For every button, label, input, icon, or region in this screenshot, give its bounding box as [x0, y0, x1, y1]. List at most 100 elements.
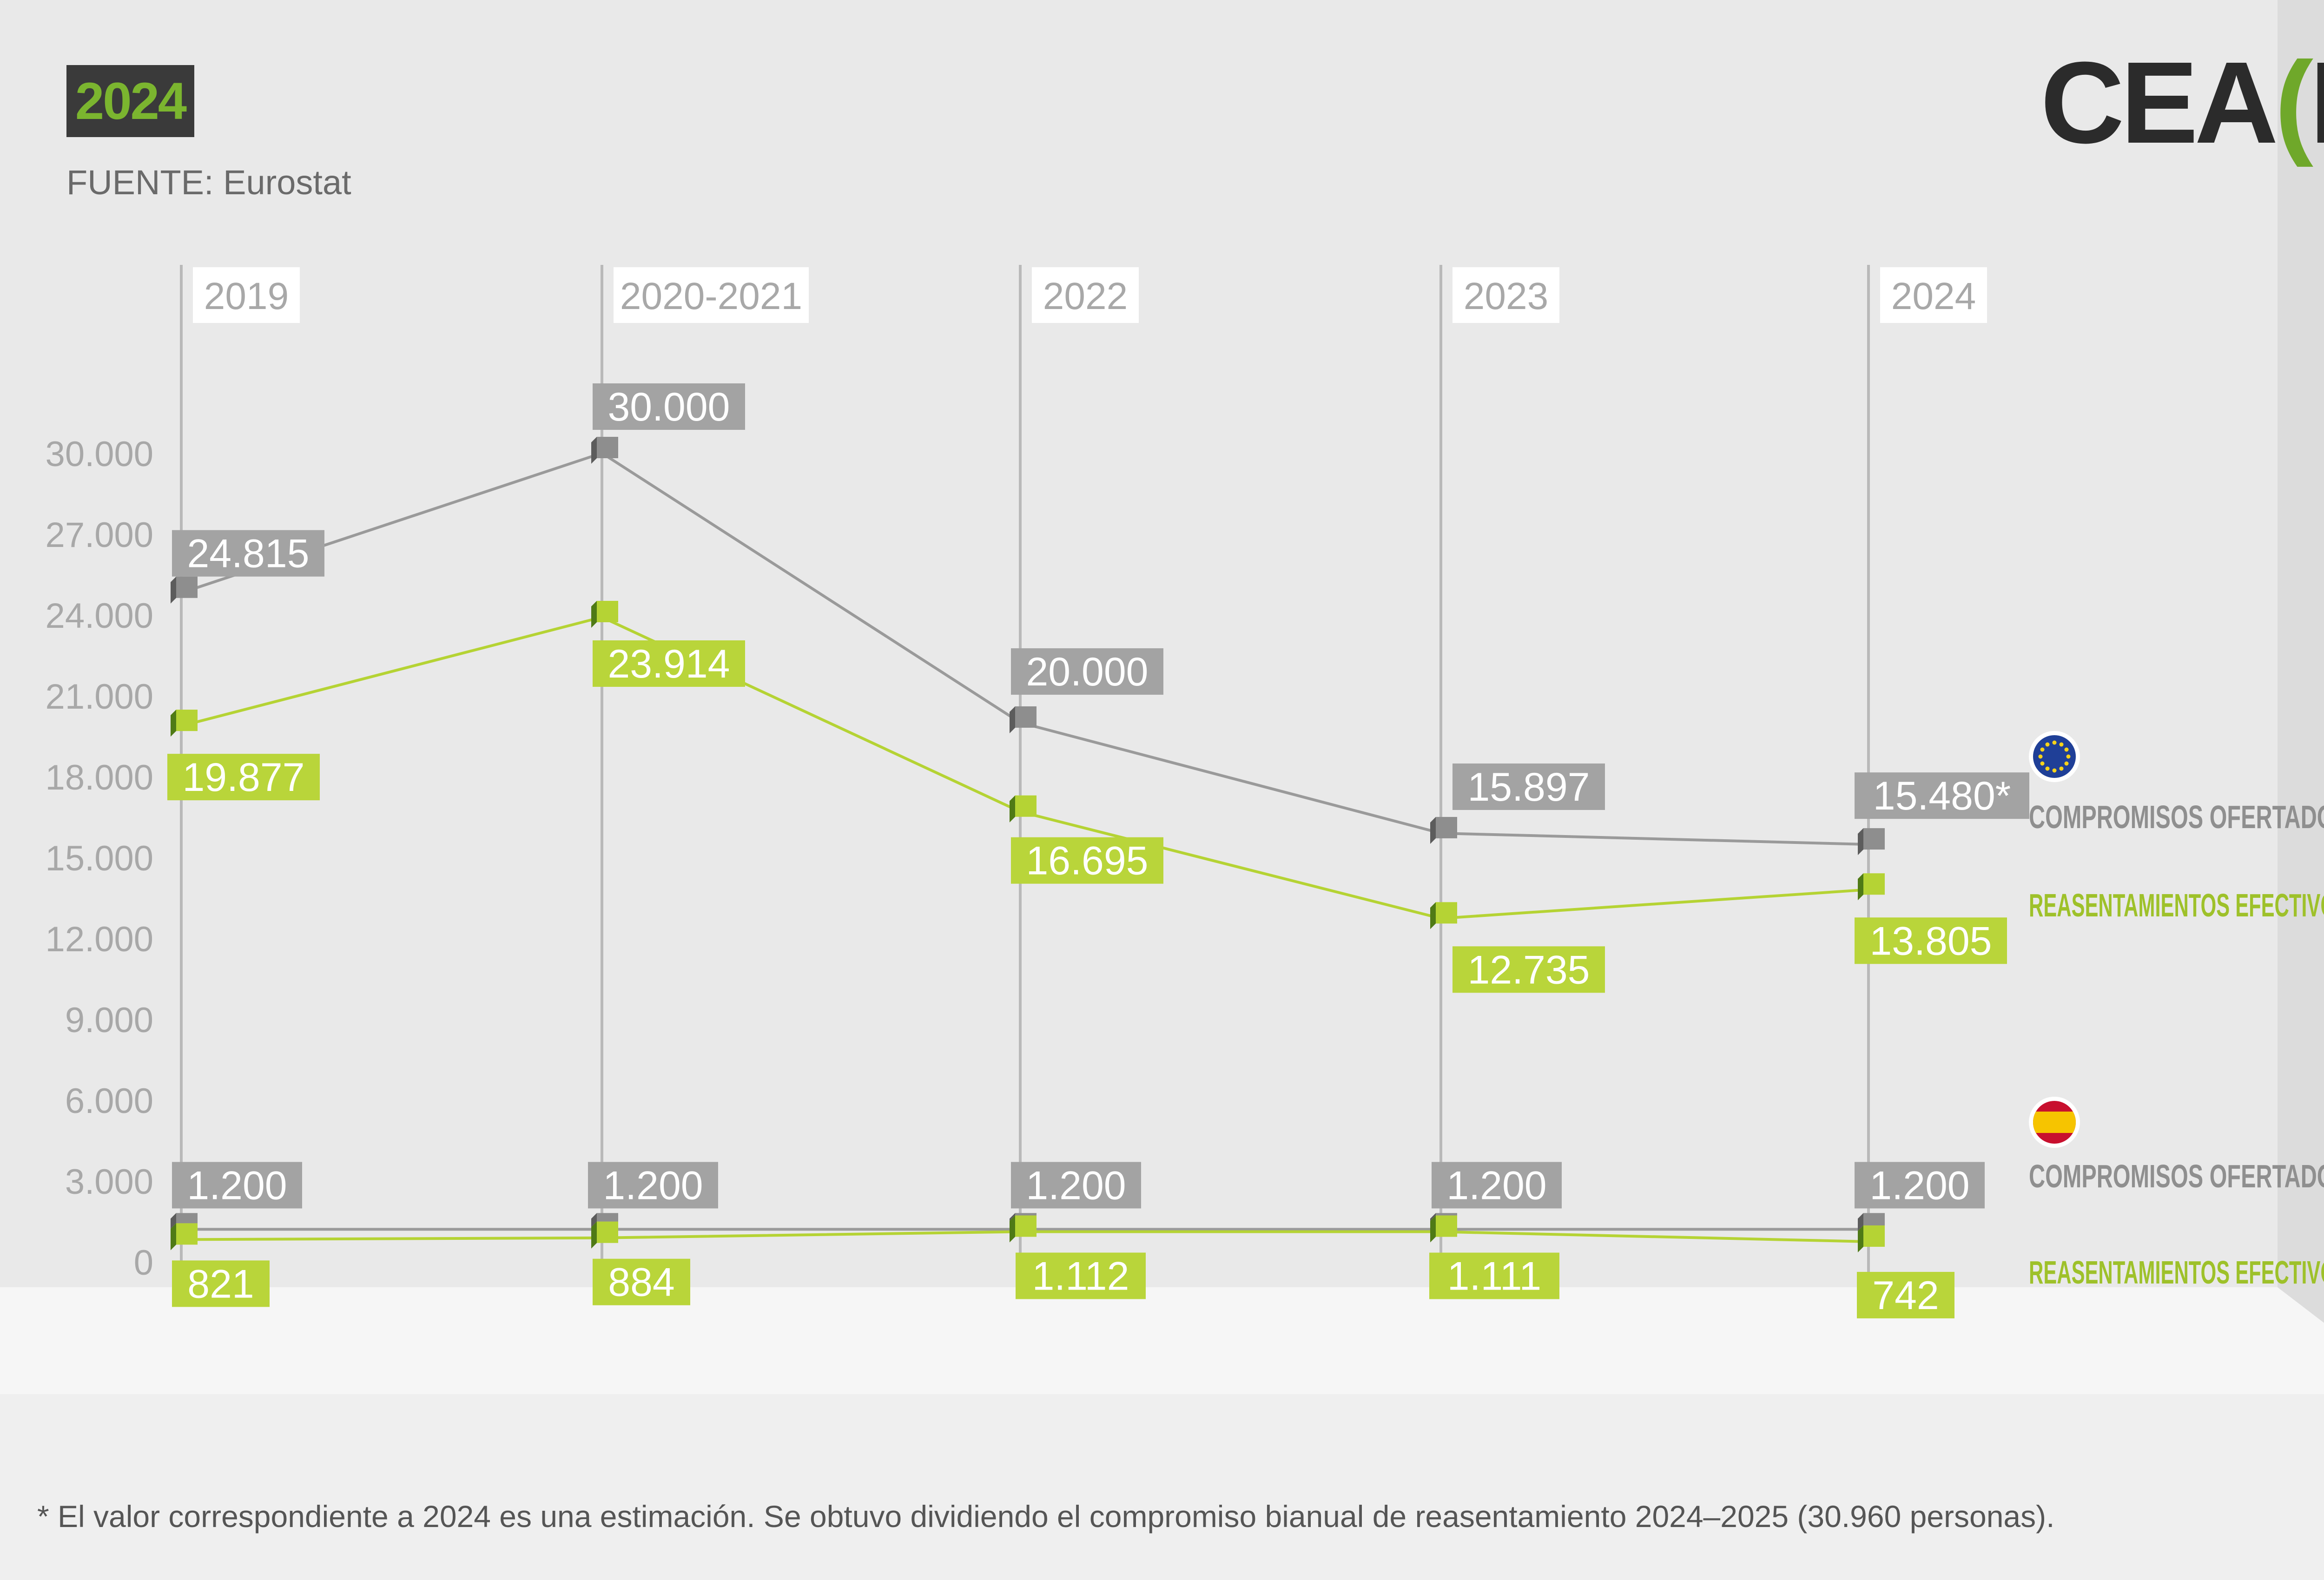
y-tick-label: 12.000	[46, 920, 153, 959]
marker-front	[1436, 1215, 1457, 1237]
y-tick-label: 9.000	[65, 1001, 153, 1040]
marker-side	[1858, 1225, 1863, 1252]
y-tick-label: 21.000	[46, 677, 153, 717]
y-tick-label: 27.000	[46, 515, 153, 555]
category-label: 2022	[1043, 275, 1128, 317]
marker-side	[1010, 706, 1015, 733]
value-label-box	[1011, 1162, 1141, 1209]
source-label: FUENTE: Eurostat	[66, 163, 351, 202]
value-label-box	[1855, 772, 2029, 819]
y-tick-label: 15.000	[46, 839, 153, 878]
marker-side	[591, 600, 597, 628]
value-label: 1.200	[1026, 1163, 1126, 1208]
data-point	[171, 710, 198, 737]
eu-flag-star	[2066, 754, 2071, 759]
value-label-box	[172, 1162, 302, 1209]
marker-front	[176, 576, 198, 598]
logo-open-bracket: (	[2274, 37, 2313, 167]
category-label-box	[1032, 267, 1139, 323]
logo-text: CEA	[2040, 37, 2278, 167]
data-point	[1010, 706, 1037, 733]
eu-flag-star	[2059, 742, 2064, 747]
category-label-box	[193, 267, 300, 323]
value-label-box	[593, 383, 745, 430]
spain-flag-icon	[2029, 1097, 2080, 1148]
legend-eu-resettled: REASENTAMIENTOS EFECTIVOS	[2029, 887, 2324, 923]
eu-flag-star	[2045, 742, 2050, 747]
spain-flag-field	[2033, 1101, 2076, 1144]
data-point	[171, 576, 198, 604]
value-label-box	[593, 640, 745, 687]
marker-front	[1863, 873, 1885, 895]
cear-logo: CEA ( R )	[2040, 38, 2324, 167]
legend-spain-resettled: REASENTAMIENTOS EFECTIVOS	[2029, 1254, 2324, 1290]
data-point	[591, 1221, 618, 1249]
eu-flag-star	[2040, 747, 2045, 752]
value-label: 1.200	[603, 1163, 703, 1208]
value-label-box	[1011, 837, 1163, 884]
data-point	[171, 1223, 198, 1251]
y-tick-label: 30.000	[46, 434, 153, 474]
data-point	[1430, 1215, 1457, 1243]
eu-flag-star	[2052, 768, 2057, 773]
marker-side	[1010, 1215, 1015, 1243]
y-tick-label: 3.000	[65, 1162, 153, 1202]
y-tick-label: 24.000	[46, 596, 153, 636]
value-label: 15.480*	[1873, 774, 2011, 818]
marker-side	[171, 576, 176, 604]
value-label: 1.111	[1447, 1254, 1541, 1299]
data-point	[1010, 795, 1037, 823]
value-label: 884	[608, 1260, 675, 1305]
value-label: 1.200	[1869, 1163, 1969, 1208]
eu-flag-star	[2045, 766, 2050, 771]
eu-flag-star	[2059, 766, 2064, 771]
marker-front	[1015, 1215, 1037, 1237]
footnote: * El valor correspondiente a 2024 es una…	[37, 1499, 2055, 1534]
value-label-box	[1452, 946, 1605, 993]
marker-side	[171, 1223, 176, 1251]
value-label-box	[593, 1258, 690, 1305]
data-point	[1858, 1225, 1885, 1252]
value-label: 20.000	[1026, 650, 1148, 694]
legend-eu-offered: COMPROMISOS OFERTADOS	[2029, 799, 2324, 835]
y-tick-label: 6.000	[65, 1081, 153, 1121]
eu-flag-star	[2052, 740, 2057, 745]
marker-side	[591, 1221, 597, 1249]
data-point	[591, 437, 618, 464]
category-label-box	[1452, 267, 1559, 323]
marker-front	[1863, 1225, 1885, 1247]
value-label: 1.200	[187, 1163, 287, 1208]
eu-flag-icon	[2029, 731, 2080, 782]
category-label: 2019	[204, 275, 289, 317]
category-label-box	[614, 267, 809, 323]
value-label: 742	[1872, 1273, 1939, 1318]
data-point	[1430, 816, 1457, 844]
marker-front	[597, 437, 618, 458]
category-label: 2024	[1891, 275, 1976, 317]
marker-side	[171, 710, 176, 737]
logo-letter: R	[2310, 36, 2324, 169]
eu-flag-star	[2040, 761, 2045, 766]
marker-side	[1430, 816, 1436, 844]
year-badge: 2024	[66, 65, 194, 137]
marker-side	[591, 437, 597, 464]
eu-flag-field	[2033, 735, 2076, 778]
value-label-box	[1432, 1162, 1562, 1209]
value-label-box	[172, 530, 324, 577]
value-label-box	[167, 754, 320, 801]
category-label: 2023	[1464, 275, 1548, 317]
value-label-box	[1429, 1252, 1559, 1299]
eu-flag-star	[2064, 747, 2069, 752]
marker-front	[176, 1223, 198, 1245]
marker-side	[1858, 873, 1863, 901]
value-label: 1.112	[1032, 1254, 1129, 1299]
value-label-box	[1855, 917, 2007, 964]
spain-yellow	[2033, 1112, 2076, 1133]
value-label-box	[1011, 648, 1163, 695]
legend-spain-offered: COMPROMISOS OFERTADOS	[2029, 1158, 2324, 1194]
marker-side	[1430, 902, 1436, 929]
y-tick-label: 18.000	[46, 758, 153, 797]
value-label-box	[1016, 1252, 1146, 1299]
